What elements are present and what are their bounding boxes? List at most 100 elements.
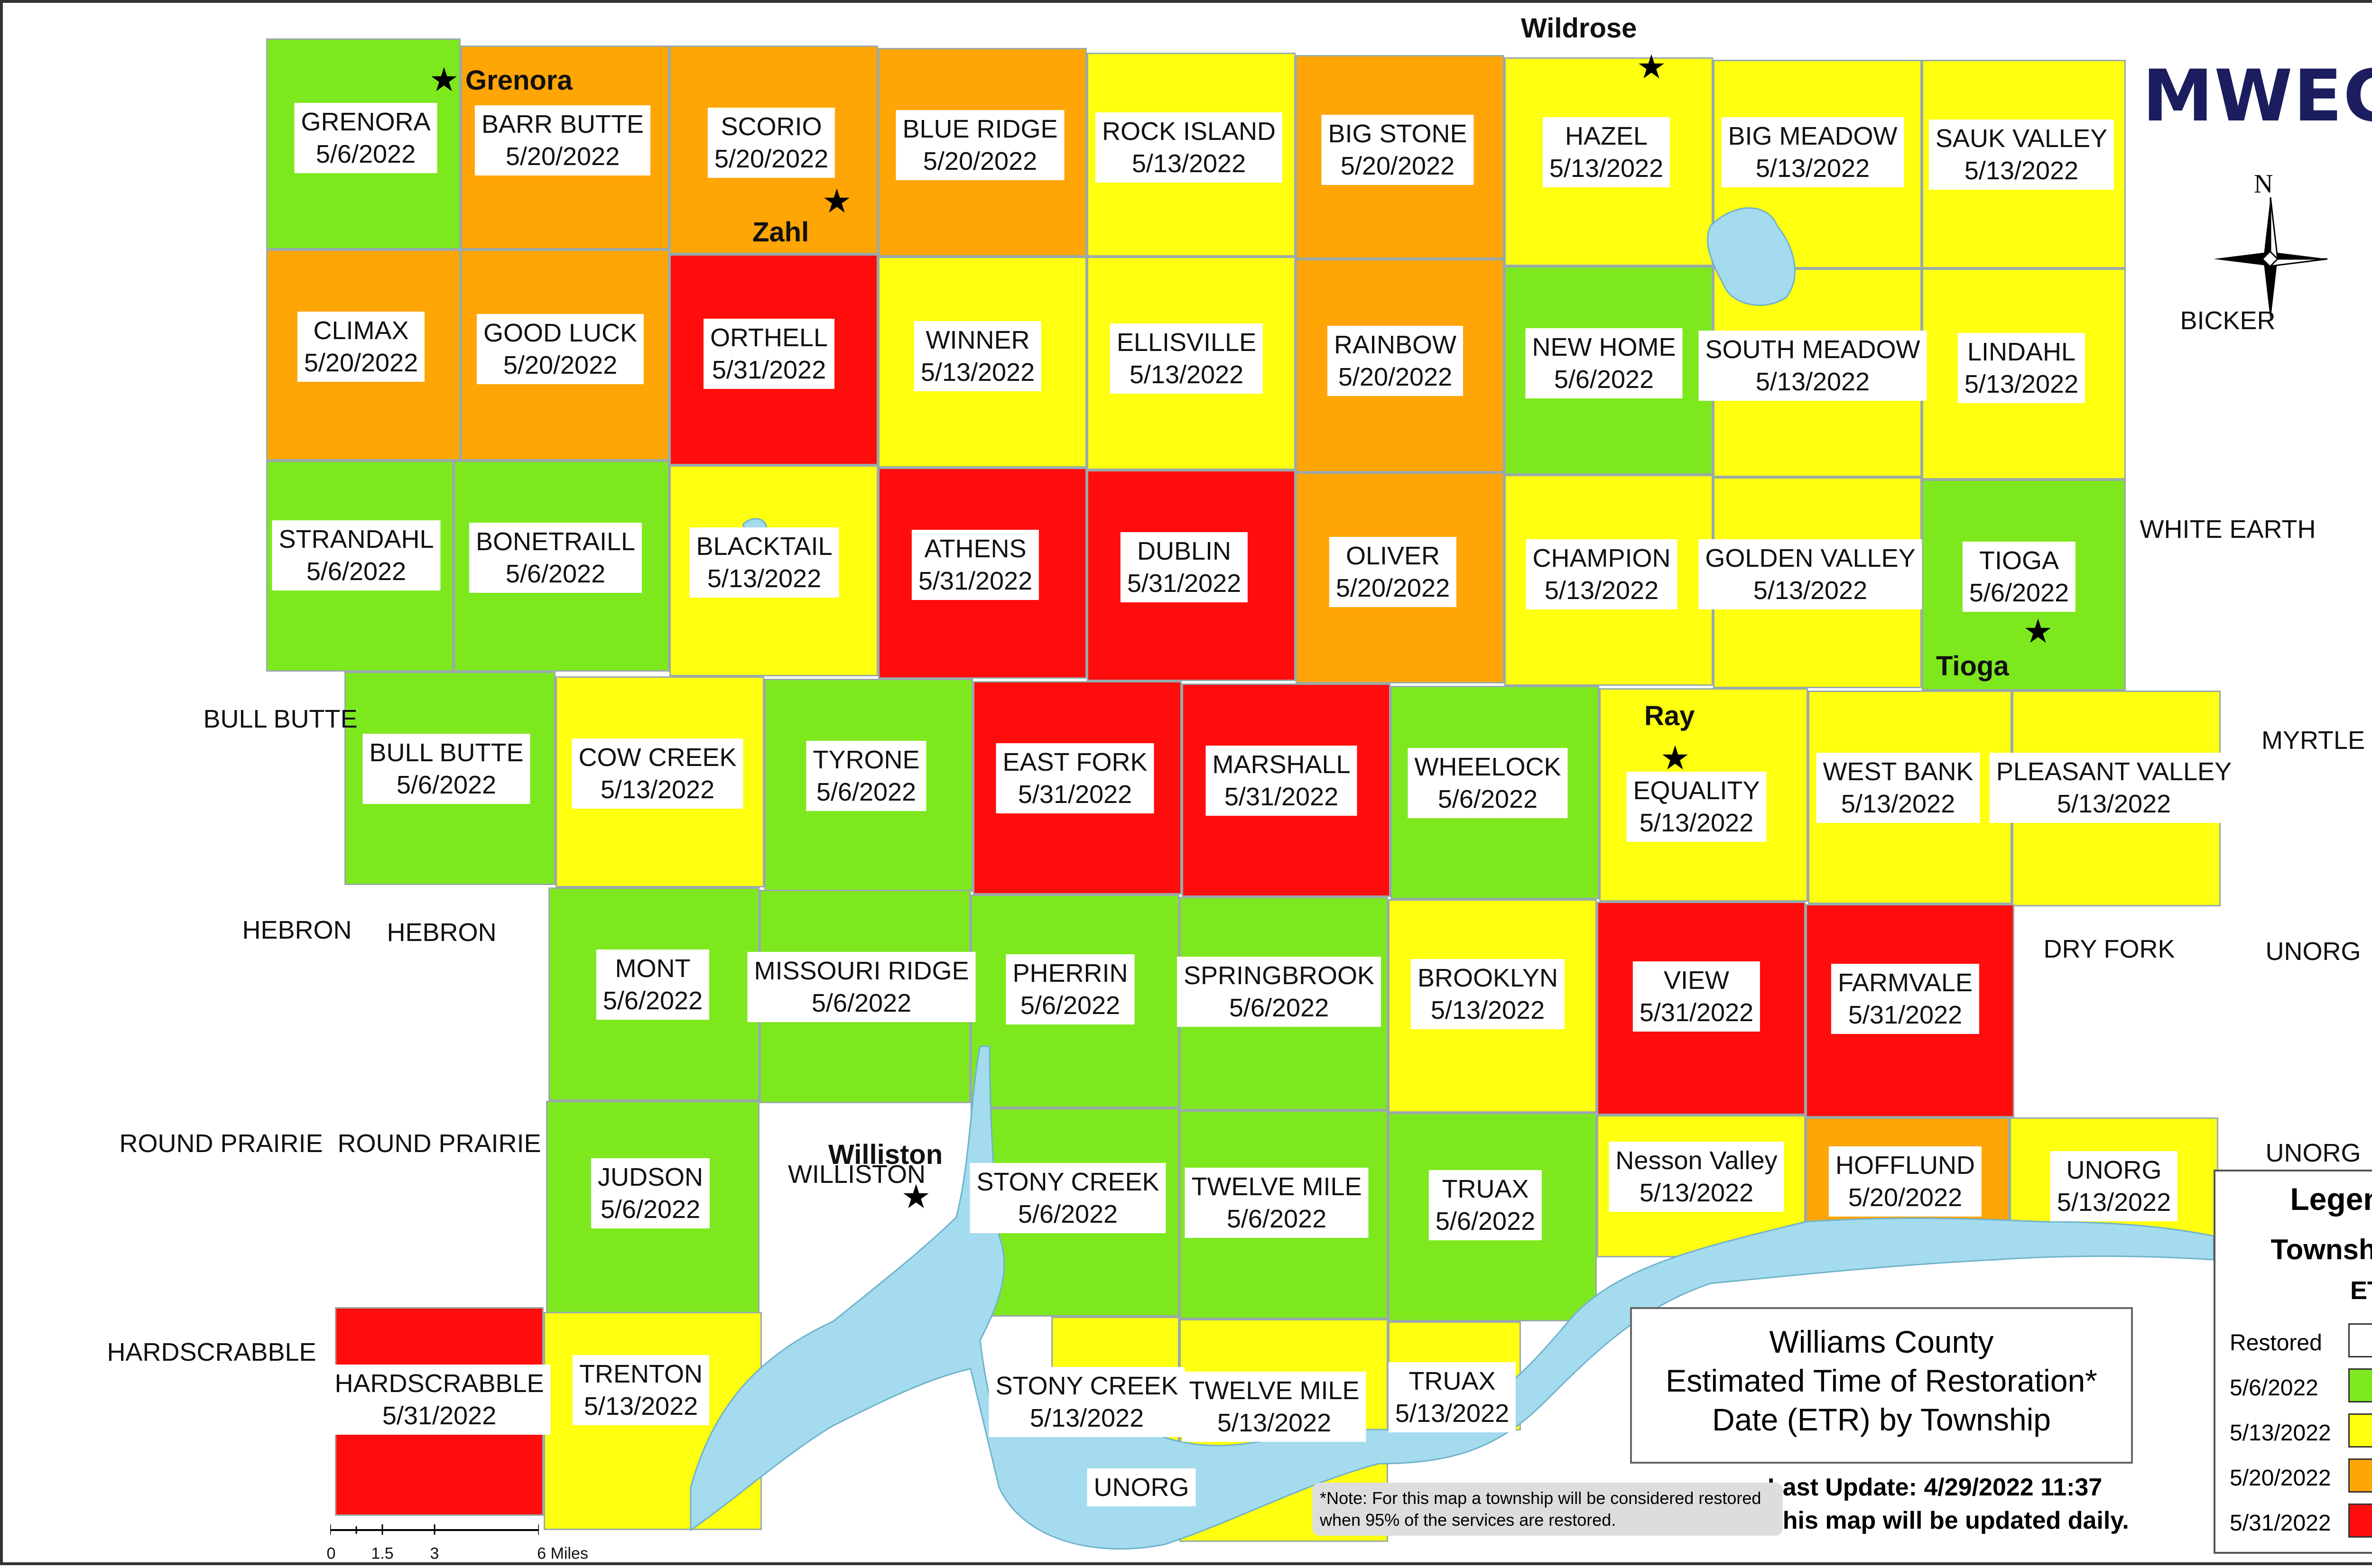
- label-scorio: SCORIO 5/20/2022: [707, 108, 835, 178]
- label-pherrin: PHERRIN 5/6/2022: [1006, 954, 1135, 1024]
- township-hardscrabble-south[interactable]: [335, 1433, 544, 1516]
- scale-bar: [330, 1524, 539, 1535]
- label-good-luck: GOOD LUCK 5/20/2022: [476, 314, 644, 384]
- legend-item-5-13: 5/13/2022: [2230, 1413, 2372, 1451]
- map-title-box: Williams County Estimated Time of Restor…: [1630, 1307, 2133, 1464]
- legend-swatch: [2348, 1323, 2372, 1357]
- label-sauk-valley: SAUK VALLEY 5/13/2022: [1928, 120, 2114, 190]
- label-athens: ATHENS 5/31/2022: [911, 530, 1039, 600]
- label-big-meadow: BIG MEADOW 5/13/2022: [1721, 117, 1904, 187]
- compass-icon: [2214, 197, 2328, 321]
- label-climax: CLIMAX 5/20/2022: [297, 312, 425, 382]
- label-view: VIEW 5/31/2022: [1632, 961, 1760, 1032]
- outside-label-hebron-west: HEBRON: [242, 916, 352, 944]
- town-wildrose-star-icon: ★: [1636, 48, 1667, 85]
- label-grenora: GRENORA 5/6/2022: [294, 103, 437, 173]
- label-wheelock: WHEELOCK 5/6/2022: [1408, 748, 1568, 818]
- outside-label-white-earth: WHITE EARTH: [2140, 515, 2316, 544]
- outside-label-williston: WILLISTON: [788, 1160, 926, 1189]
- outside-label-bicker: BICKER: [2180, 306, 2276, 335]
- outside-label-unorg-ne: UNORG: [2265, 937, 2361, 966]
- legend-item-label: 5/13/2022: [2230, 1420, 2331, 1446]
- legend-item-label: 5/31/2022: [2230, 1511, 2331, 1536]
- outside-label-dry-fork: DRY FORK: [2043, 935, 2175, 963]
- legend-swatch: [2348, 1458, 2372, 1493]
- town-tioga-star-icon: ★: [2023, 613, 2053, 650]
- label-mont: MONT 5/6/2022: [596, 950, 710, 1020]
- legend-subtitle: Township: [2270, 1234, 2372, 1265]
- town-tioga: Tioga: [1936, 651, 2009, 682]
- label-barr-butte: BARR BUTTE 5/20/2022: [474, 105, 651, 175]
- label-brooklyn: BROOKLYN 5/13/2022: [1410, 959, 1565, 1029]
- footnote: *Note: For this map a township will be c…: [1312, 1483, 1783, 1536]
- map-title-line3: Date (ETR) by Township: [1712, 1402, 2051, 1437]
- label-hardscrabble: HARDSCRABBLE 5/31/2022: [328, 1365, 551, 1435]
- label-rainbow: RAINBOW 5/20/2022: [1327, 326, 1464, 396]
- town-grenora: Grenora: [465, 65, 573, 96]
- legend-item-label: 5/20/2022: [2230, 1466, 2331, 1491]
- label-east-fork: EAST FORK 5/31/2022: [996, 743, 1154, 813]
- label-trenton: TRENTON 5/13/2022: [572, 1355, 710, 1425]
- outside-label-round-prairie: ROUND PRAIRIE: [337, 1129, 541, 1158]
- legend-title: Legend: [2290, 1181, 2372, 1217]
- label-springbrook: SPRINGBROOK 5/6/2022: [1177, 957, 1381, 1027]
- outside-label-hebron: HEBRON: [387, 918, 497, 947]
- legend-item-5-6: 5/6/2022: [2230, 1368, 2372, 1406]
- town-zahl: Zahl: [752, 217, 809, 248]
- legend-item-label: Restored: [2230, 1330, 2322, 1356]
- label-hazel: HAZEL 5/13/2022: [1542, 117, 1670, 187]
- town-wildrose: Wildrose: [1521, 13, 1637, 44]
- legend-swatch: [2348, 1503, 2372, 1538]
- label-cow-creek: COW CREEK 5/13/2022: [572, 738, 743, 809]
- label-golden-valley: GOLDEN VALLEY 5/13/2022: [1698, 539, 1922, 609]
- label-hofflund: HOFFLUND 5/20/2022: [1829, 1146, 1982, 1217]
- label-new-home: NEW HOME 5/6/2022: [1525, 328, 1683, 398]
- scale-tick-2: 3: [430, 1544, 439, 1563]
- map-title-line1: Williams County: [1769, 1324, 1994, 1359]
- label-blacktail: BLACKTAIL 5/13/2022: [689, 527, 839, 598]
- label-rock-island: ROCK ISLAND 5/13/2022: [1095, 112, 1283, 183]
- scale-tick-3: 6 Miles: [537, 1544, 588, 1563]
- label-twelve-mile: TWELVE MILE 5/6/2022: [1185, 1168, 1369, 1238]
- label-farmvale: FARMVALE 5/31/2022: [1831, 964, 1980, 1034]
- town-ray-star-icon: ★: [1660, 739, 1690, 776]
- label-lindahl: LINDAHL 5/13/2022: [1957, 333, 2085, 403]
- legend-etr-label: ETR: [2350, 1276, 2372, 1305]
- label-winner: WINNER 5/13/2022: [914, 321, 1042, 391]
- label-tioga: TIOGA 5/6/2022: [1962, 542, 2076, 612]
- legend-item-label: 5/6/2022: [2230, 1375, 2318, 1401]
- label-oliver: OLIVER 5/20/2022: [1329, 537, 1457, 607]
- town-williston: Williston: [828, 1139, 943, 1170]
- legend: Legend Township ETR Restored 5/6/2022 5/…: [2214, 1170, 2372, 1554]
- legend-item-5-20: 5/20/2022: [2230, 1458, 2372, 1496]
- label-truax-south: TRUAX 5/13/2022: [1388, 1362, 1516, 1432]
- compass-north-label: N: [2254, 169, 2273, 199]
- outside-label-round-prairie-west: ROUND PRAIRIE: [119, 1129, 323, 1158]
- label-unorg-east: UNORG 5/13/2022: [2050, 1151, 2178, 1221]
- town-ray: Ray: [1644, 701, 1695, 731]
- label-west-bank: WEST BANK 5/13/2022: [1816, 753, 1980, 823]
- label-marshall: MARSHALL 5/31/2022: [1205, 746, 1357, 816]
- town-zahl-star-icon: ★: [822, 183, 852, 220]
- town-williston-star-icon: ★: [901, 1178, 931, 1215]
- label-stony-creek-south: STONY CREEK 5/13/2022: [989, 1367, 1185, 1437]
- legend-swatch: [2348, 1413, 2372, 1448]
- label-twelve-mile-south: TWELVE MILE 5/13/2022: [1182, 1372, 1366, 1442]
- label-stony-creek: STONY CREEK 5/6/2022: [970, 1163, 1166, 1233]
- label-blue-ridge: BLUE RIDGE 5/20/2022: [896, 110, 1065, 180]
- label-dublin: DUBLIN 5/31/2022: [1120, 532, 1248, 602]
- legend-item-5-31: 5/31/2022: [2230, 1503, 2372, 1541]
- mwec-logo: MWEC: [2142, 55, 2372, 138]
- label-orthell: ORTHELL 5/31/2022: [703, 319, 835, 389]
- label-bonetraill: BONETRAILL 5/6/2022: [469, 523, 642, 593]
- label-champion: CHAMPION 5/13/2022: [1526, 539, 1677, 609]
- outside-label-unorg-e: UNORG: [2265, 1139, 2361, 1167]
- scale-tick-1: 1.5: [371, 1544, 394, 1563]
- scale-tick-0: 0: [326, 1544, 336, 1563]
- map-title-line2: Estimated Time of Restoration*: [1666, 1363, 2097, 1398]
- outside-label-myrtle: MYRTLE: [2261, 726, 2365, 755]
- label-bull-butte: BULL BUTTE 5/6/2022: [362, 734, 530, 804]
- label-truax: TRUAX 5/6/2022: [1428, 1170, 1542, 1240]
- label-pleasant-valley: PLEASANT VALLEY 5/13/2022: [1989, 753, 2239, 823]
